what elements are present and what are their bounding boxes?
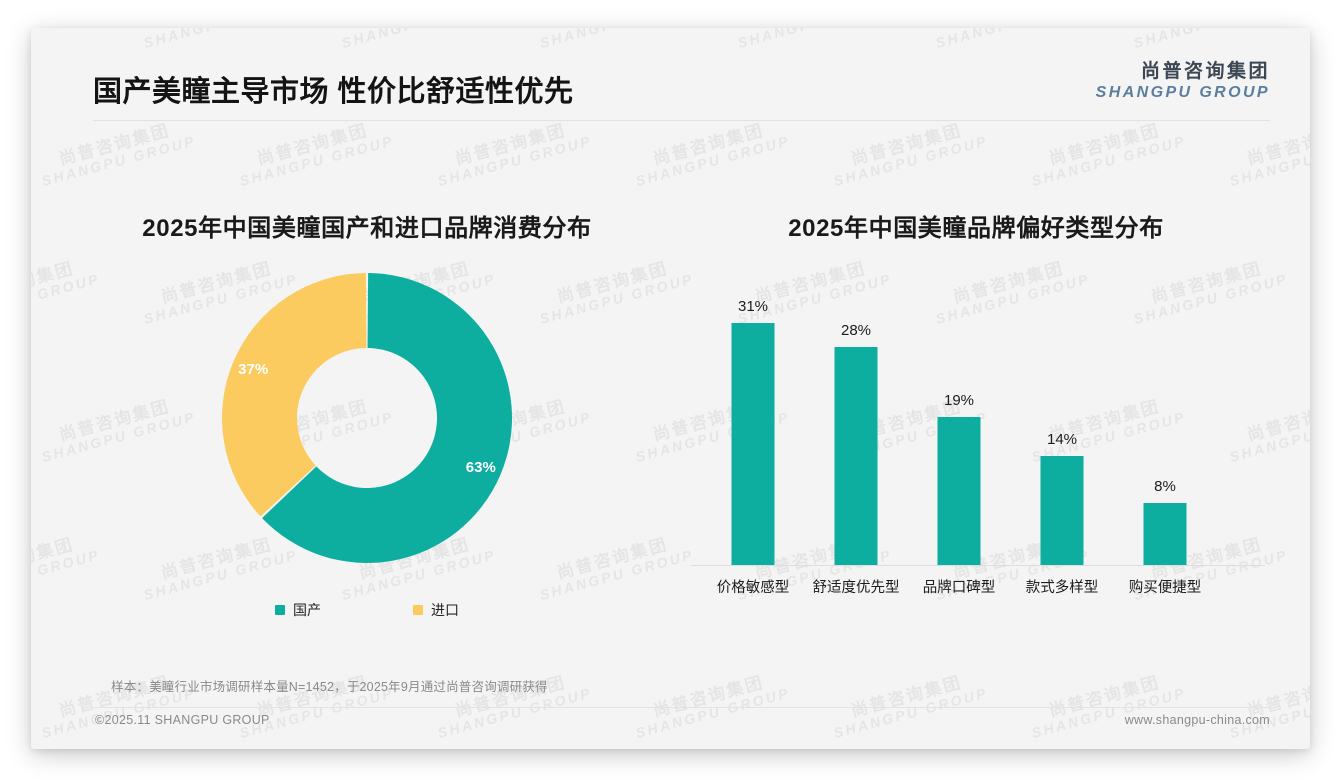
- donut-slice-进口[interactable]: [222, 273, 367, 517]
- brand-logo-en: SHANGPU GROUP: [1095, 84, 1270, 102]
- bar-value-label: 19%: [943, 391, 975, 409]
- header-divider: [93, 120, 1270, 121]
- footer-website-link[interactable]: www.shangpu-china.com: [1124, 713, 1270, 727]
- sample-footnote: 样本：美瞳行业市场调研样本量N=1452，于2025年9月通过尚普咨询调研获得: [111, 680, 548, 694]
- legend-label: 进口: [431, 602, 459, 618]
- bar-column: 19%: [909, 250, 1009, 565]
- bar-价格敏感型[interactable]: [731, 323, 775, 565]
- slide-footer: ©2025.11 SHANGPU GROUP www.shangpu-china…: [93, 713, 1270, 735]
- bar-chart-graphic: 31% 28% 19% 14% 8% 价格敏感型 舒适度优先型 品牌口碑型 款式多样型 购买便捷…: [691, 250, 1281, 610]
- bar-value-label: 28%: [840, 321, 872, 339]
- bar-value-label: 8%: [1154, 477, 1176, 495]
- bar-value-label: 14%: [1046, 430, 1078, 448]
- bar-category-label: 款式多样型: [1025, 580, 1099, 596]
- donut-chart-title: 2025年中国美瞳国产和进口品牌消费分布: [142, 215, 592, 242]
- page-title: 国产美瞳主导市场 性价比舒适性优先: [93, 76, 574, 108]
- bar-column: 14%: [1012, 250, 1112, 565]
- brand-logo: 尚普咨询集团 SHANGPU GROUP: [1096, 61, 1270, 102]
- donut-slice-labels: 63% 37%: [238, 361, 496, 476]
- donut-svg: 63% 37%: [222, 273, 512, 563]
- bar-column: 8%: [1115, 250, 1215, 565]
- bar-value-label: 31%: [737, 298, 769, 316]
- bar-品牌口碑型[interactable]: [937, 416, 981, 565]
- donut-slice-国产[interactable]: [262, 273, 512, 563]
- legend-item-国产[interactable]: 国产: [275, 600, 321, 620]
- donut-legend: 国产 进口: [67, 600, 667, 620]
- footer-divider: [93, 707, 1270, 708]
- legend-swatch-icon: [275, 605, 285, 615]
- bar-chart-panel: 2025年中国美瞳品牌偏好类型分布 31% 28% 19% 14% 8% 价格敏感型 舒适…: [671, 120, 1281, 639]
- bar-category-label: 购买便捷型: [1128, 580, 1202, 596]
- bar-购买便捷型[interactable]: [1143, 502, 1187, 565]
- legend-swatch-icon: [413, 605, 423, 615]
- bar-舒适度优先型[interactable]: [834, 346, 878, 565]
- charts-area: 2025年中国美瞳国产和进口品牌消费分布 63% 37% 国产 进口 2025年中国…: [31, 120, 1310, 639]
- bar-category-label: 价格敏感型: [716, 580, 790, 596]
- slide-card: 尚普咨询集团 SHANGPU GROUP 尚普咨询集团 SHANGPU GROUP 尚普…: [31, 28, 1310, 749]
- brand-logo-cn: 尚普咨询集团: [1140, 61, 1270, 82]
- donut-slice-label: 37%: [238, 361, 268, 378]
- donut-slice-label: 63%: [466, 459, 496, 476]
- bar-column: 28%: [806, 250, 906, 565]
- legend-item-进口[interactable]: 进口: [413, 600, 459, 620]
- footer-copyright: ©2025.11 SHANGPU GROUP: [95, 713, 270, 727]
- bar-款式多样型[interactable]: [1040, 455, 1084, 565]
- bar-column: 31%: [703, 250, 803, 565]
- bar-category-label: 品牌口碑型: [922, 580, 996, 596]
- bar-chart-title: 2025年中国美瞳品牌偏好类型分布: [788, 215, 1164, 242]
- donut-chart-graphic: 63% 37%: [67, 258, 667, 578]
- bar-chart-baseline: [691, 565, 1265, 566]
- donut-slices: [222, 273, 512, 563]
- donut-chart-panel: 2025年中国美瞳国产和进口品牌消费分布 63% 37% 国产 进口: [67, 120, 667, 639]
- bar-plot-area: 31% 28% 19% 14% 8%: [691, 250, 1281, 565]
- bar-category-label: 舒适度优先型: [812, 580, 900, 596]
- slide-header: 国产美瞳主导市场 性价比舒适性优先 尚普咨询集团 SHANGPU GROUP: [31, 28, 1310, 120]
- legend-label: 国产: [293, 602, 321, 618]
